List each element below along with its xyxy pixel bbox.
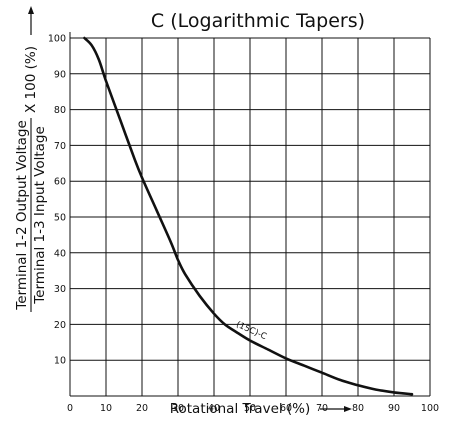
x-tick-label: 90 [388,403,400,414]
y-tick-label: 90 [54,69,66,80]
x-tick-label: 20 [136,403,148,414]
x-tick-label: 80 [352,403,364,414]
y-tick-label: 20 [54,320,66,331]
y-tick-labels: 10 20 30 40 50 60 70 80 90 100 [48,34,66,367]
y-tick-label: 60 [54,177,66,188]
x-axis-label: Rotational Travel (%) [170,401,311,417]
x-tick-label: 0 [67,403,73,414]
y-tick-label: 40 [54,248,66,259]
series-line-15c-c [84,38,412,394]
y-tick-label: 70 [54,141,66,152]
y-axis-label-multiplier: X 100 (%) [23,46,39,113]
x-tick-label: 100 [421,403,439,414]
y-tick-label: 50 [54,213,66,224]
chart-title: C (Logarithmic Tapers) [151,10,365,32]
y-tick-label: 80 [54,105,66,116]
y-axis-label-denominator: Terminal 1-3 Input Voltage [32,126,48,305]
y-tick-label: 10 [54,356,66,367]
y-tick-label: 100 [48,34,66,45]
x-tick-label: 10 [100,403,112,414]
curve-annotation: (15C)-C [234,320,268,342]
y-axis-label: Terminal 1-2 Output Voltage Terminal 1-3… [14,6,48,312]
y-axis-arrow-icon [28,6,34,35]
y-axis-label-numerator: Terminal 1-2 Output Voltage [14,120,30,311]
y-tick-label: 30 [54,284,66,295]
